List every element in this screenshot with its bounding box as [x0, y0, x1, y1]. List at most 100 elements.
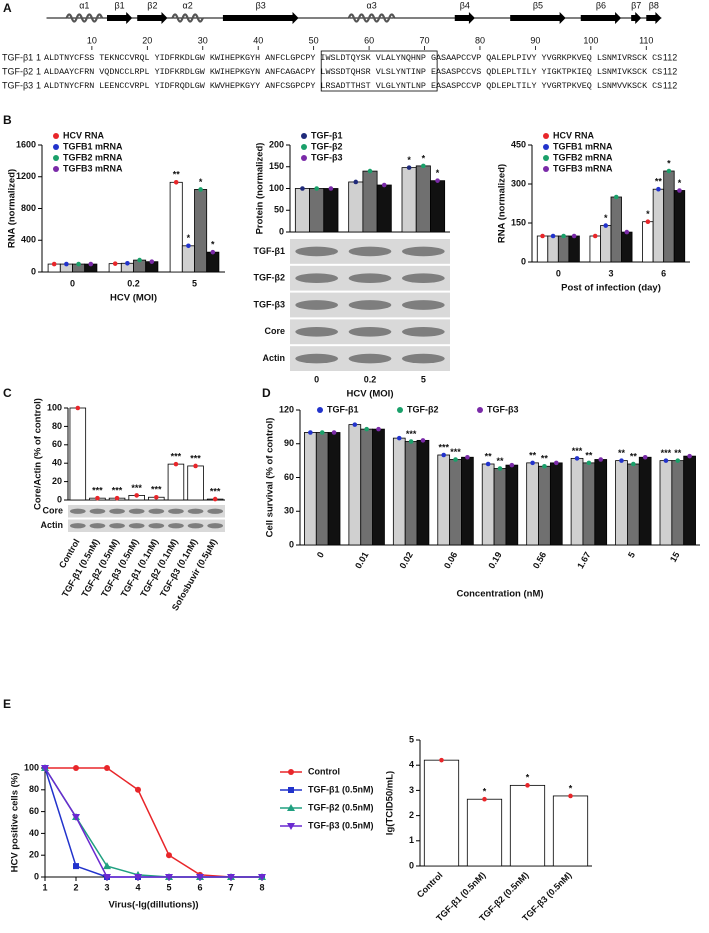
significance: **: [541, 454, 549, 464]
significance: *: [199, 177, 203, 187]
data-point: [441, 452, 447, 458]
bar: [461, 456, 474, 546]
bar: [206, 251, 220, 273]
helix: [65, 13, 103, 23]
blot-band: [128, 523, 145, 529]
data-point: [598, 457, 604, 462]
data-point: [592, 233, 598, 239]
bar: [415, 165, 431, 233]
x-tick-label: 0: [70, 278, 75, 288]
data-point: [173, 461, 179, 467]
y-axis-label: RNA (normalized): [7, 169, 18, 248]
blot-band: [109, 523, 125, 529]
residue-number: 80: [475, 35, 485, 45]
legend-marker: [53, 155, 59, 161]
significance: ***: [92, 486, 103, 496]
data-point: [76, 261, 81, 267]
data-point: [613, 194, 619, 200]
bar: [582, 462, 596, 546]
data-point: [482, 796, 487, 802]
residue-number: 100: [583, 35, 598, 45]
blot-band: [89, 523, 106, 529]
data-point: [453, 457, 458, 462]
data-point: [353, 179, 359, 185]
y-tick-label: 150: [511, 217, 526, 227]
significance: **: [618, 448, 626, 458]
significance: *: [569, 783, 573, 793]
legend-label: TGF-β3: [311, 152, 343, 162]
data-point: [95, 495, 100, 501]
blot-band: [348, 273, 392, 284]
motif-box: [320, 50, 438, 92]
blot-band: [148, 508, 165, 514]
x-tick-label: 3: [608, 268, 613, 278]
strand-arrow: [454, 12, 475, 24]
legend-label: TGFB2 mRNA: [63, 152, 123, 162]
bar: [526, 462, 539, 546]
blot-label: TGF-β2: [254, 273, 286, 283]
strand-arrow: [646, 12, 662, 24]
significance: ***: [171, 451, 182, 461]
blot-band: [128, 508, 145, 514]
significance: **: [173, 170, 181, 180]
blot-band: [69, 508, 86, 514]
marker: [166, 852, 172, 859]
legend-label: HCV RNA: [553, 130, 595, 140]
legend-label: TGFB1 mRNA: [63, 141, 123, 151]
x-tick-label: 3: [104, 882, 109, 892]
data-point: [149, 259, 155, 264]
data-point: [540, 233, 545, 239]
data-point: [525, 783, 530, 788]
bar: [194, 189, 208, 273]
strand-arrow: [107, 12, 133, 24]
y-tick-label: 90: [284, 438, 294, 448]
panel-label: A: [3, 1, 12, 15]
bar: [309, 188, 325, 233]
structure-label: β1: [115, 0, 125, 10]
bar: [538, 465, 551, 546]
blot-band: [69, 523, 86, 529]
structure-label: β8: [649, 0, 659, 10]
data-point: [677, 188, 682, 193]
structure-label: β4: [460, 0, 470, 10]
legend-marker: [543, 166, 549, 172]
y-tick-label: 50: [274, 205, 284, 215]
significance: ***: [151, 485, 162, 495]
marker: [135, 786, 141, 793]
data-point: [435, 178, 440, 183]
sequence-start: 1: [36, 66, 41, 76]
marker: [73, 765, 79, 771]
data-point: [420, 438, 426, 443]
y-axis-label: Cell survival (% of control): [265, 418, 276, 538]
marker: [104, 765, 110, 771]
marker: [103, 874, 111, 881]
data-point: [134, 493, 139, 498]
bar: [663, 170, 675, 263]
y-tick-label: 2: [409, 810, 414, 820]
significance: *: [436, 168, 440, 178]
bar: [187, 465, 204, 501]
blot-band: [207, 523, 224, 529]
y-tick-label: 60: [52, 439, 62, 449]
y-tick-label: 200: [269, 139, 284, 149]
legend-marker: [288, 769, 294, 775]
y-tick-label: 0: [289, 539, 294, 549]
data-point: [542, 463, 547, 469]
data-point: [509, 462, 515, 468]
data-point: [656, 186, 661, 192]
significance: *: [211, 240, 215, 250]
data-point: [631, 461, 636, 467]
legend-label: Control: [308, 766, 340, 776]
bar: [362, 170, 378, 233]
blot-band: [348, 246, 392, 257]
bar: [416, 439, 430, 546]
marker: [196, 874, 204, 881]
data-point: [198, 187, 203, 192]
significance: *: [604, 213, 608, 223]
data-point: [568, 793, 573, 799]
blot-band: [187, 508, 204, 514]
blot-band: [207, 508, 224, 514]
y-tick-label: 400: [21, 235, 36, 245]
legend-label: TGFB1 mRNA: [553, 141, 613, 151]
significance: **: [585, 450, 593, 460]
